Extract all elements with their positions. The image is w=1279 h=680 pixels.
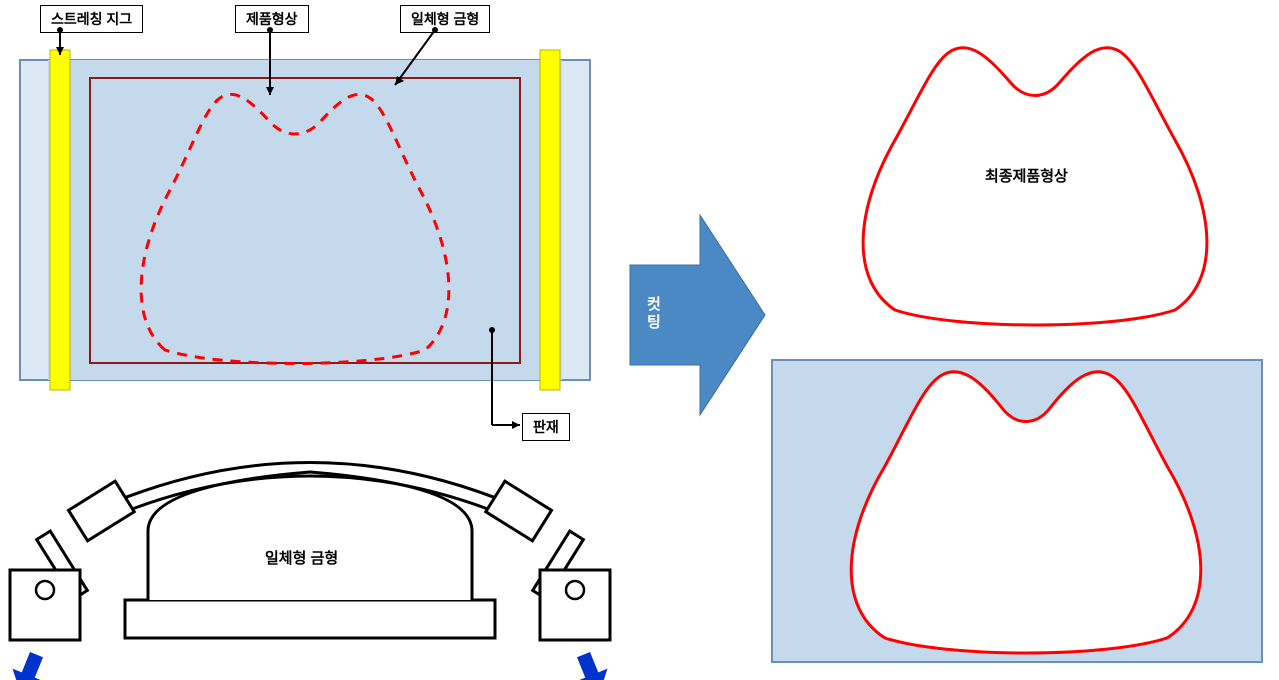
final-top-shape bbox=[863, 48, 1207, 325]
cutting-label-text: 컷 팅 bbox=[647, 296, 661, 331]
final-product-bottom bbox=[770, 358, 1265, 668]
final-product-label: 최종제품형상 bbox=[985, 165, 1068, 186]
pointer-lines-top bbox=[0, 0, 620, 420]
final-product-label-text: 최종제품형상 bbox=[985, 168, 1068, 185]
side-mold-label-text: 일체형 금형 bbox=[265, 550, 338, 567]
big-arrow bbox=[620, 195, 770, 445]
side-mold-label: 일체형 금형 bbox=[265, 547, 338, 568]
cutting-label: 컷 팅 bbox=[647, 296, 661, 332]
